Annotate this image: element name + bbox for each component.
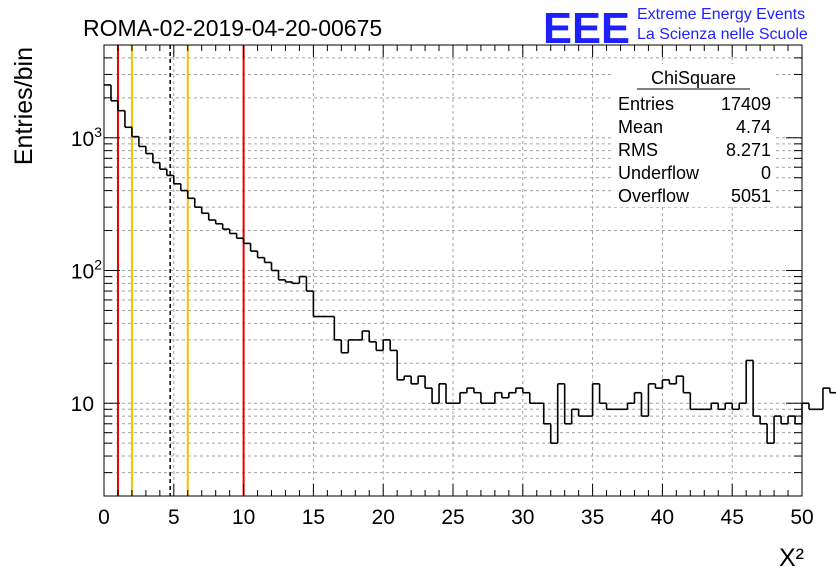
- brand-line-1: Extreme Energy Events: [637, 6, 805, 23]
- chart-title: ROMA-02-2019-04-20-00675: [83, 15, 382, 41]
- x-tick-label: 0: [98, 506, 110, 529]
- stats-row-label: Overflow: [618, 186, 690, 206]
- stats-row-value: 0: [761, 163, 771, 183]
- x-tick-label: 5: [168, 506, 180, 529]
- stats-box-name: ChiSquare: [651, 68, 736, 88]
- stats-box: ChiSquare Entries 17409 Mean 4.74 RMS 8.271 Un…: [612, 64, 775, 207]
- eee-logo: EEE: [543, 4, 630, 53]
- x-axis-label: X²: [779, 544, 804, 572]
- stats-row-label: Mean: [618, 117, 663, 137]
- stats-row-label: Underflow: [618, 163, 700, 183]
- marker-lines: [116, 45, 245, 496]
- x-axis-ticks: 0 5 10 15 20 25 30 35 40 45 50: [98, 45, 814, 529]
- x-tick-label: 50: [790, 506, 813, 529]
- x-tick-label: 45: [721, 506, 744, 529]
- y-tick-label: 103: [71, 124, 102, 151]
- stats-row-value: 17409: [721, 94, 771, 114]
- y-tick-label: 10: [71, 393, 94, 416]
- x-tick-label: 20: [372, 506, 395, 529]
- x-tick-label: 15: [302, 506, 325, 529]
- eee-logo-text: EEE: [543, 4, 630, 53]
- x-tick-label: 30: [511, 506, 534, 529]
- x-tick-label: 10: [232, 506, 255, 529]
- stats-row-value: 4.74: [736, 117, 771, 137]
- stats-row-value: 8.271: [726, 140, 771, 160]
- brand-line-2: La Scienza nelle Scuole: [637, 26, 808, 43]
- y-tick-label: 102: [71, 257, 102, 284]
- y-axis-label: Entries/bin: [10, 47, 38, 165]
- x-tick-label: 35: [581, 506, 604, 529]
- x-tick-label: 25: [441, 506, 464, 529]
- stats-box-background: [612, 64, 775, 207]
- y-axis-ticks: 10 102 103: [71, 57, 802, 474]
- stats-row-label: RMS: [618, 140, 658, 160]
- stats-rows: Entries 17409 Mean 4.74 RMS 8.271 Underflow 0 Ov…: [618, 94, 771, 206]
- x-tick-label: 40: [651, 506, 674, 529]
- stats-row-value: 5051: [731, 186, 771, 206]
- histogram-series: [104, 84, 836, 444]
- stats-row-label: Entries: [618, 94, 674, 114]
